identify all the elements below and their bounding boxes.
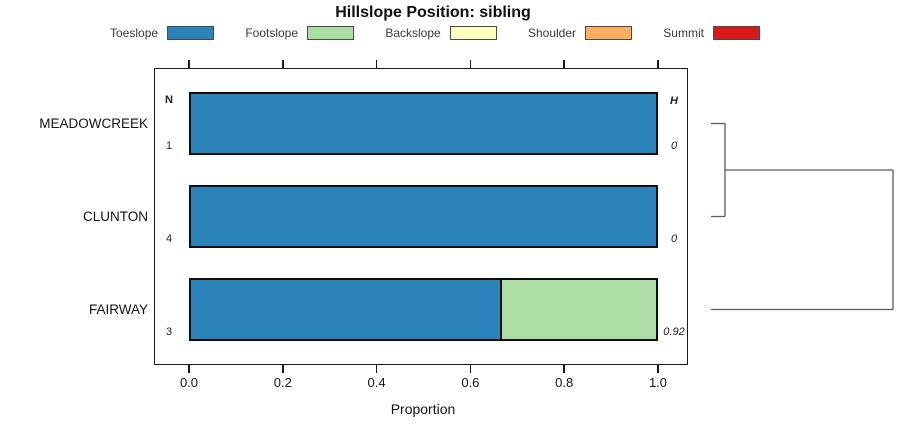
- legend-label: Footslope: [245, 26, 299, 40]
- x-axis-tick-bottom: [282, 365, 284, 373]
- legend-swatch-toeslope: [167, 26, 215, 40]
- plot-border: [154, 68, 688, 365]
- n-column-header: N: [165, 94, 173, 106]
- legend-item-backslope: Backslope: [385, 26, 497, 40]
- legend-item-summit: Summit: [663, 26, 760, 40]
- row-label-fairway: FAIRWAY: [88, 301, 148, 317]
- x-axis-tick-top: [375, 60, 378, 68]
- x-tick-label: 0.0: [179, 375, 199, 390]
- h-column-header: H: [670, 95, 678, 107]
- n-value: 3: [165, 326, 173, 338]
- x-axis-label: Proportion: [390, 401, 456, 417]
- h-value: 0.92: [663, 326, 685, 338]
- bar-segment-footslope: [499, 278, 658, 341]
- h-value: 0: [670, 140, 678, 152]
- bar-segment-toeslope: [189, 278, 502, 341]
- legend-item-footslope: Footslope: [245, 26, 355, 40]
- legend-swatch-backslope: [449, 26, 497, 40]
- legend-label: Backslope: [385, 26, 441, 40]
- x-axis-tick-top: [657, 60, 659, 68]
- x-tick-label: 0.8: [555, 375, 574, 390]
- bar-segment-toeslope: [189, 92, 658, 155]
- x-axis-tick-top: [188, 60, 190, 68]
- bar-segment-toeslope: [189, 185, 658, 248]
- n-value: 4: [165, 233, 173, 245]
- x-axis-tick-top: [469, 60, 472, 68]
- x-tick-label: 0.6: [461, 375, 480, 390]
- x-axis-tick-bottom: [375, 365, 378, 373]
- legend-item-shoulder: Shoulder: [527, 26, 633, 40]
- legend-label: Shoulder: [527, 26, 577, 40]
- n-value: 1: [165, 140, 173, 152]
- chart-title: Hillslope Position: sibling: [335, 4, 531, 21]
- legend-item-toeslope: Toeslope: [110, 26, 215, 40]
- h-value: 0: [670, 233, 678, 245]
- row-label-clunton: CLUNTON: [82, 208, 148, 224]
- legend: Toeslope Footslope Backslope Shoulder Summit: [110, 24, 760, 42]
- row-label-meadowcreek: MEADOWCREEK: [39, 115, 148, 131]
- x-tick-label: 1.0: [648, 375, 668, 390]
- x-tick-label: 0.2: [273, 375, 292, 390]
- x-axis-tick-top: [282, 60, 284, 68]
- dendrogram-branches: [711, 122, 894, 311]
- legend-swatch-shoulder: [585, 26, 633, 40]
- legend-swatch-summit: [712, 26, 760, 40]
- x-tick-label: 0.4: [367, 375, 386, 390]
- legend-swatch-footslope: [307, 26, 355, 40]
- legend-label: Toeslope: [110, 26, 159, 40]
- legend-label: Summit: [663, 26, 704, 40]
- x-axis-tick-top: [563, 60, 565, 68]
- x-axis-tick-bottom: [563, 365, 565, 373]
- x-axis-tick-bottom: [188, 365, 190, 373]
- x-axis-tick-bottom: [657, 365, 659, 373]
- x-axis-tick-bottom: [469, 365, 472, 373]
